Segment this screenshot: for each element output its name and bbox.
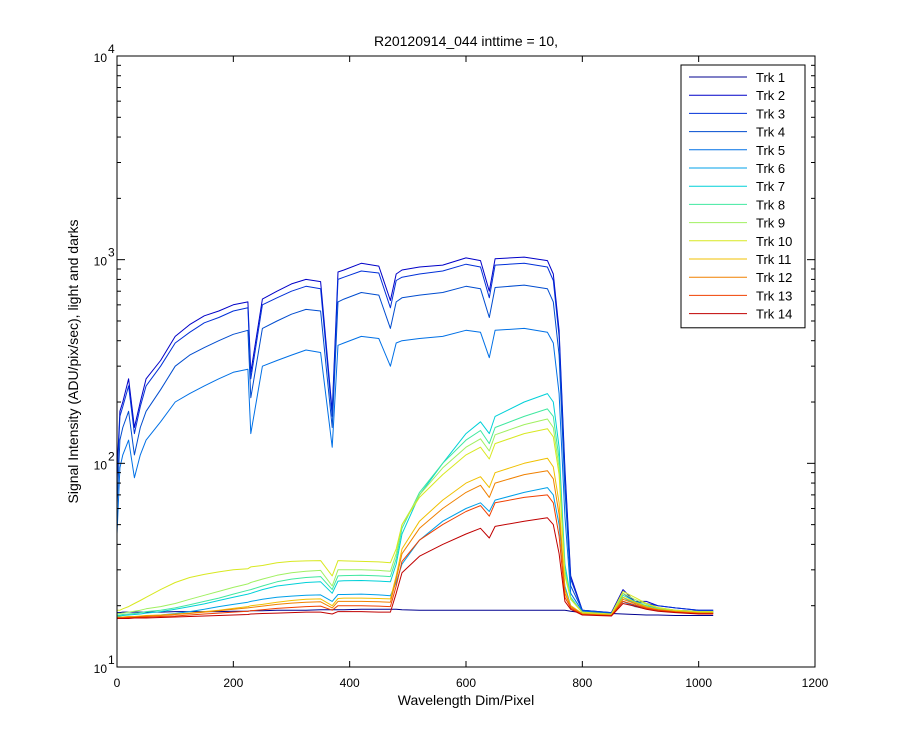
- x-tick-label: 1200: [802, 676, 829, 690]
- series-line-9: [117, 418, 714, 615]
- x-axis-label: Wavelength Dim/Pixel: [398, 692, 534, 708]
- y-tick-label: 10: [94, 255, 108, 269]
- y-tick-exponent: 2: [108, 449, 115, 463]
- series-line-10: [117, 428, 714, 615]
- series-line-14: [117, 517, 714, 619]
- y-tick-label: 10: [94, 51, 108, 65]
- y-tick-exponent: 4: [108, 42, 115, 56]
- series-group: [117, 256, 714, 619]
- legend-label-2: Trk 2: [756, 88, 785, 103]
- legend-label-5: Trk 5: [756, 143, 785, 158]
- legend-label-13: Trk 13: [756, 288, 792, 303]
- legend-label-4: Trk 4: [756, 125, 785, 140]
- y-tick-exponent: 3: [108, 246, 115, 260]
- x-tick-label: 1000: [685, 676, 712, 690]
- x-tick-label: 400: [340, 676, 360, 690]
- x-tick-label: 200: [223, 676, 243, 690]
- y-tick-label: 10: [94, 458, 108, 472]
- legend-label-1: Trk 1: [756, 70, 785, 85]
- y-tick-label: 10: [94, 662, 108, 676]
- series-line-5: [117, 327, 714, 614]
- series-line-4: [117, 284, 714, 614]
- legend-label-9: Trk 9: [756, 216, 785, 231]
- legend-label-12: Trk 12: [756, 270, 792, 285]
- x-tick-label: 800: [572, 676, 592, 690]
- legend-label-10: Trk 10: [756, 234, 792, 249]
- legend-label-11: Trk 11: [756, 252, 791, 267]
- plot-area: [117, 256, 714, 619]
- legend-label-8: Trk 8: [756, 197, 785, 212]
- y-axis-label: Signal Intensity (ADU/pix/sec), light an…: [65, 219, 81, 503]
- legend-label-3: Trk 3: [756, 106, 785, 121]
- series-line-1: [117, 608, 714, 616]
- x-tick-label: 600: [456, 676, 476, 690]
- legend-label-7: Trk 7: [756, 179, 785, 194]
- legend-label-6: Trk 6: [756, 161, 785, 176]
- x-tick-label: 0: [114, 676, 121, 690]
- chart-title: R20120914_044 inttime = 10,: [374, 33, 558, 49]
- series-line-8: [117, 408, 714, 616]
- legend: Trk 1 Trk 2 Trk 3 Trk 4 Trk 5 Trk 6 Trk 7 Trk 8…: [680, 64, 806, 329]
- series-line-2: [117, 256, 714, 614]
- legend-label-14: Trk 14: [756, 307, 792, 322]
- y-tick-exponent: 1: [108, 653, 115, 667]
- legend-box: [680, 64, 806, 329]
